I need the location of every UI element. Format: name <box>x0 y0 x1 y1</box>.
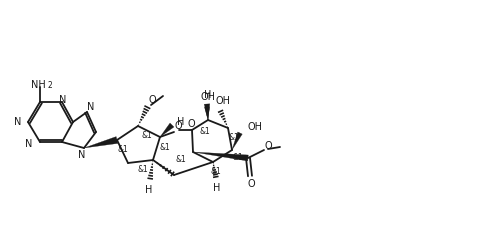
Text: O: O <box>187 119 195 129</box>
Text: OH: OH <box>200 92 216 102</box>
Text: &1: &1 <box>160 143 170 152</box>
Text: O: O <box>264 141 272 151</box>
Text: 2: 2 <box>48 81 53 90</box>
Polygon shape <box>204 104 210 120</box>
Text: O: O <box>148 95 156 105</box>
Text: H: H <box>145 185 153 195</box>
Text: &1: &1 <box>211 168 221 177</box>
Text: &1: &1 <box>233 154 244 163</box>
Text: OH: OH <box>216 96 231 106</box>
Text: N: N <box>59 95 67 105</box>
Text: N: N <box>13 117 21 127</box>
Polygon shape <box>160 123 174 137</box>
Text: &1: &1 <box>229 133 240 142</box>
Polygon shape <box>204 107 210 120</box>
Polygon shape <box>193 152 248 161</box>
Text: &1: &1 <box>200 128 210 137</box>
Text: O: O <box>247 179 255 189</box>
Text: &1: &1 <box>142 132 153 141</box>
Text: N: N <box>87 102 95 112</box>
Text: N: N <box>25 139 32 149</box>
Text: OH: OH <box>248 122 263 132</box>
Polygon shape <box>232 132 242 150</box>
Text: NH: NH <box>31 80 45 90</box>
Text: &1: &1 <box>175 155 186 164</box>
Text: H: H <box>213 183 221 193</box>
Text: N: N <box>79 150 85 160</box>
Text: O: O <box>174 121 182 131</box>
Polygon shape <box>84 137 118 148</box>
Text: H: H <box>177 117 184 127</box>
Text: &1: &1 <box>118 146 128 155</box>
Text: H: H <box>204 90 212 100</box>
Text: &1: &1 <box>138 165 149 174</box>
